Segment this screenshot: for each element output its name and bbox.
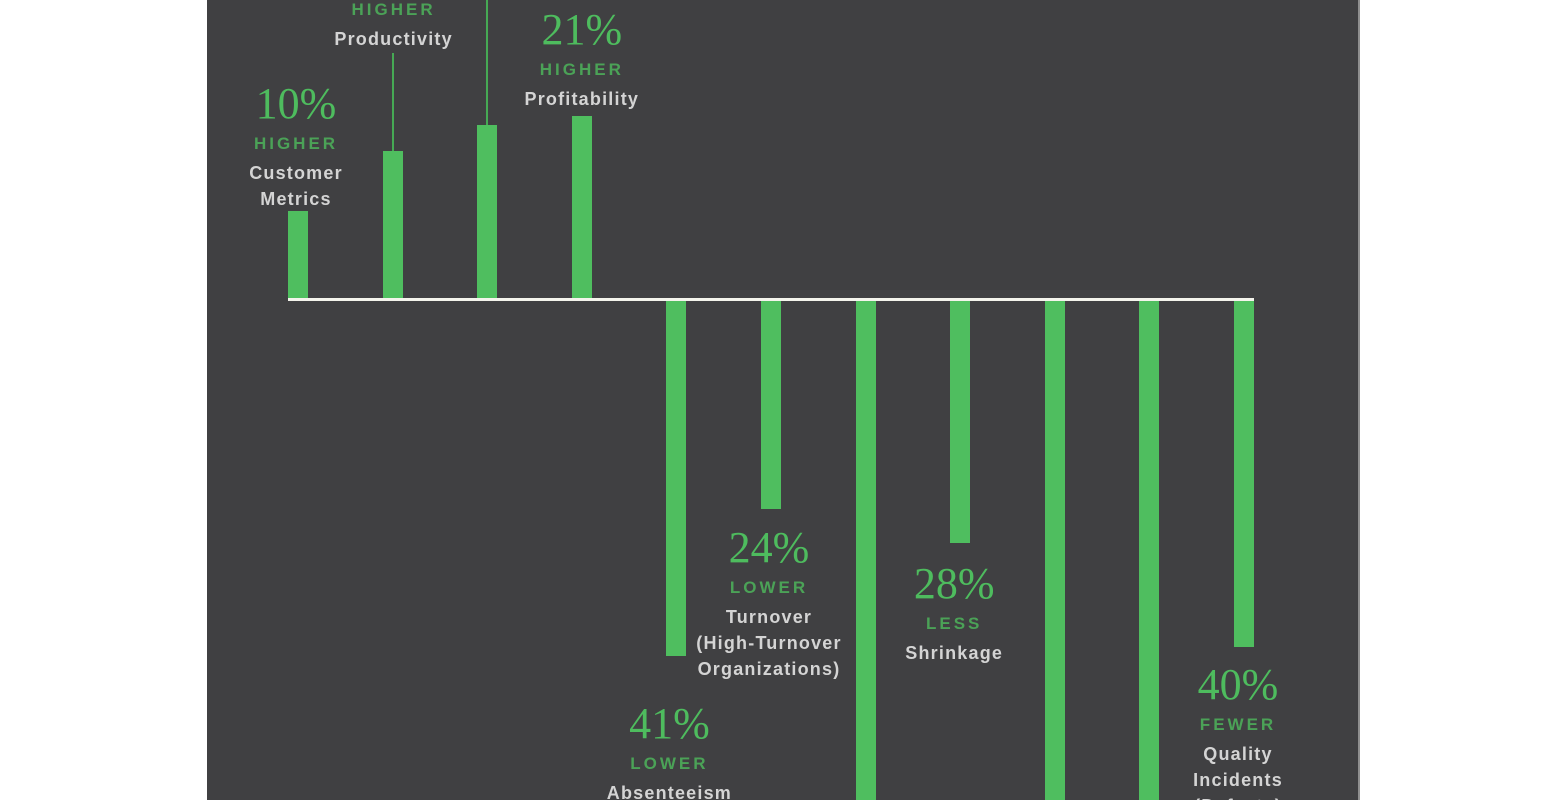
label-shrinkage: 28% LESS Shrinkage — [905, 560, 1003, 666]
customer-metrics-name-line-1: Customer — [249, 163, 343, 183]
label-productivity: HIGHER Productivity — [334, 0, 452, 52]
productivity-qualifier-label: HIGHER — [351, 0, 436, 19]
profitability-value-label: 21% — [541, 5, 623, 54]
absenteeism-value-label: 41% — [629, 699, 710, 748]
shrinkage-name-line-1: Shrinkage — [905, 643, 1004, 663]
profitability-name-line-1: Profitability — [524, 89, 640, 109]
turnover-high-turnover-organizations-name-line-1: Turnover — [725, 607, 813, 627]
bar-customer-metrics — [288, 211, 308, 298]
quality-incidents-name-line-2: Incidents — [1193, 770, 1283, 790]
label-customer-metrics: 10% HIGHER Customer Metrics — [249, 80, 343, 212]
leader-line-productivity — [391, 53, 394, 151]
bar-quality-incidents — [1234, 301, 1254, 647]
customer-metrics-qualifier-label: HIGHER — [253, 134, 339, 153]
quality-incidents-qualifier-label: FEWER — [1199, 715, 1277, 734]
customer-metrics-value-label: 10% — [255, 79, 337, 128]
label-turnover-high-turnover-organizations: 24% LOWER Turnover (High-Turnover Organizati… — [696, 524, 841, 682]
label-absenteeism: 41% LOWER Absenteeism — [607, 700, 732, 800]
leader-line-offscreen-label-1 — [486, 0, 489, 125]
bar-shrinkage — [950, 301, 971, 543]
bar-turnover-high-turnover-organizations — [761, 301, 781, 509]
turnover-high-turnover-organizations-name-line-2: (High-Turnover — [696, 633, 842, 653]
turnover-high-turnover-organizations-qualifier-label: LOWER — [729, 578, 809, 597]
chart-panel — [207, 0, 1360, 800]
quality-incidents-name-line-3: (Defects) — [1193, 793, 1283, 800]
shrinkage-qualifier-label: LESS — [925, 614, 983, 633]
bar-offscreen-label-2 — [855, 301, 876, 800]
absenteeism-qualifier-label: LOWER — [630, 754, 709, 773]
turnover-high-turnover-organizations-name-line-3: Organizations) — [697, 659, 841, 679]
bar-offscreen-label-4 — [1139, 301, 1160, 800]
bar-profitability — [571, 116, 592, 298]
bar-offscreen-label-3 — [1044, 301, 1065, 800]
absenteeism-name-line-1: Absenteeism — [606, 783, 733, 800]
bar-offscreen-label-1 — [477, 125, 498, 298]
quality-incidents-name-line-1: Quality — [1203, 744, 1273, 764]
label-profitability: 21% HIGHER Profitability — [524, 6, 639, 112]
bar-absenteeism — [666, 301, 687, 656]
chart-baseline — [288, 298, 1254, 301]
turnover-high-turnover-organizations-value-label: 24% — [728, 523, 810, 572]
bar-productivity — [382, 151, 403, 298]
shrinkage-value-label: 28% — [913, 559, 995, 608]
customer-metrics-name-line-2: Metrics — [260, 189, 332, 209]
label-quality-incidents: 40% FEWER Quality Incidents (Defects) — [1193, 661, 1283, 800]
quality-incidents-value-label: 40% — [1197, 660, 1279, 709]
productivity-name-line-1: Productivity — [334, 29, 453, 49]
profitability-qualifier-label: HIGHER — [539, 60, 624, 79]
